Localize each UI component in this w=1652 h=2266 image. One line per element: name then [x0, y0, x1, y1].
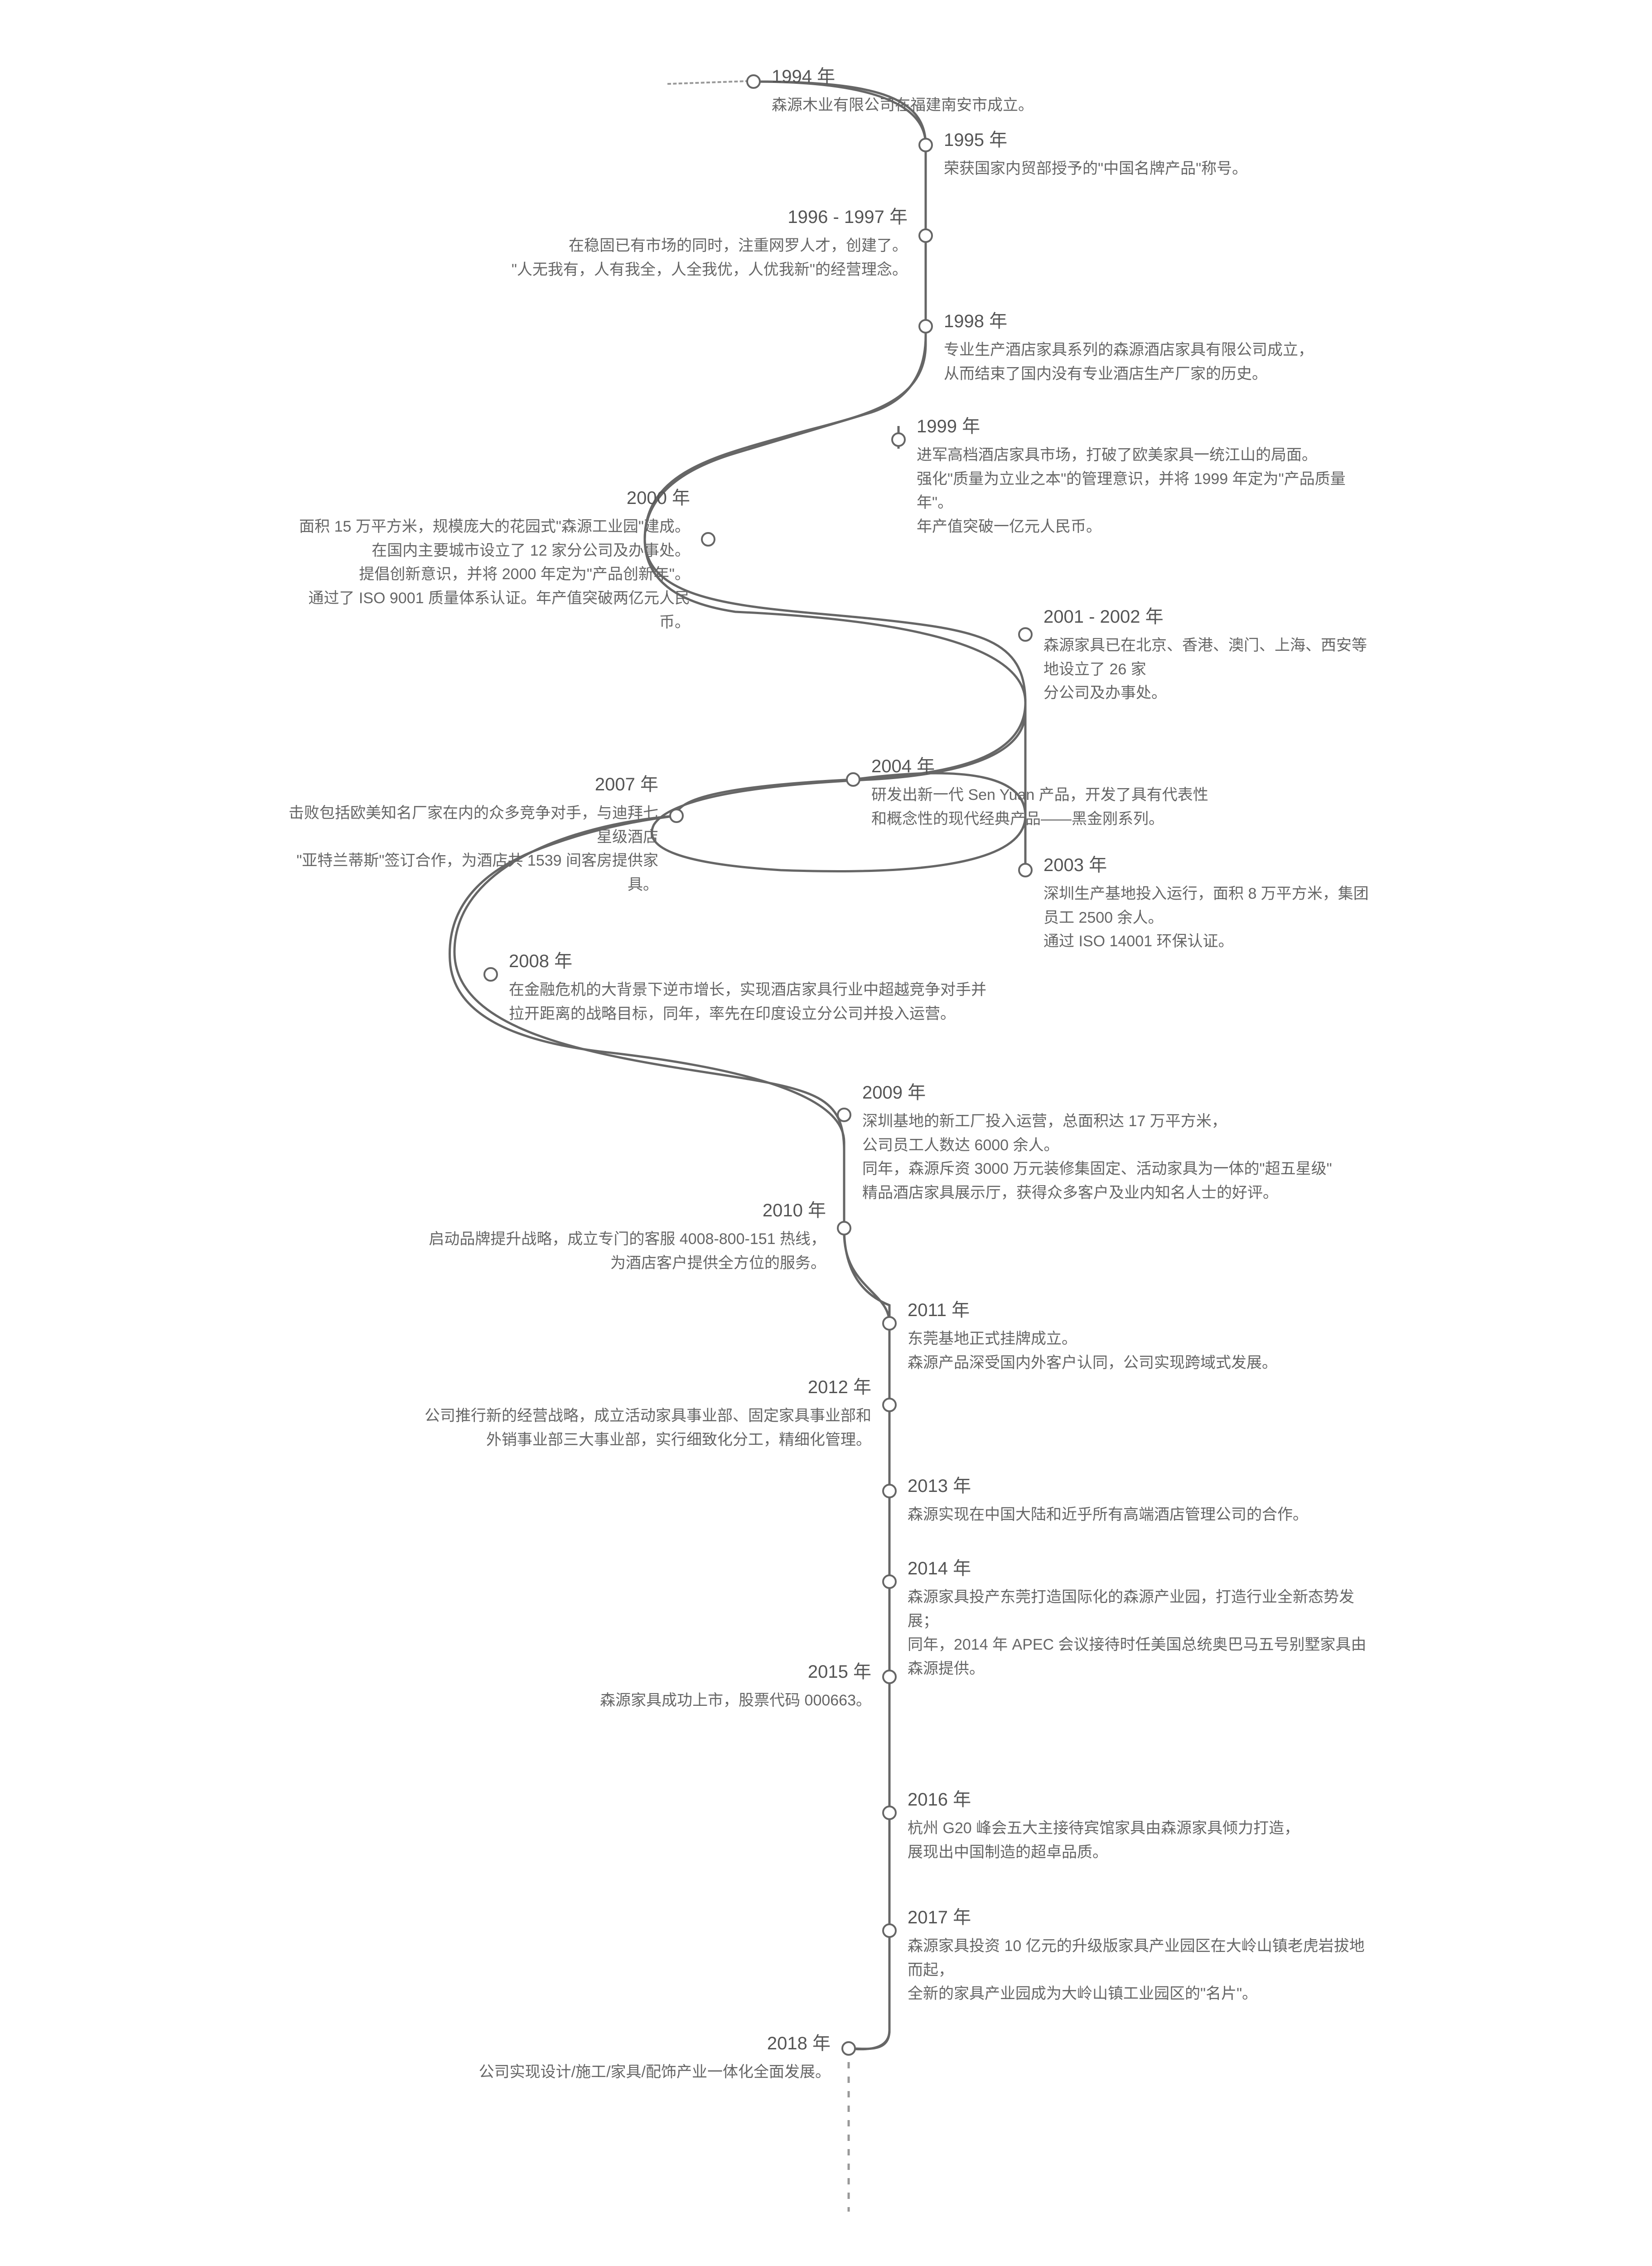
timeline-desc: 在稳固已有市场的同时，注重网罗人才，创建了。 "人无我有，人有我全，人全我优，人…: [512, 237, 908, 278]
timeline-desc: 森源家具投产东莞打造国际化的森源产业园，打造行业全新态势发展； 同年，2014 …: [908, 1588, 1367, 1677]
timeline-entry-1998: 1998 年专业生产酒店家具系列的森源酒店家具有限公司成立， 从而结束了国内没有…: [944, 307, 1314, 386]
timeline-node-2013: [882, 1484, 897, 1498]
timeline-year: 2001 - 2002 年: [1043, 603, 1370, 631]
timeline-entry-1999: 1999 年进军高档酒店家具市场，打破了欧美家具一统江山的局面。 强化"质量为立…: [917, 412, 1370, 539]
timeline-entry-2001: 2001 - 2002 年森源家具已在北京、香港、澳门、上海、西安等地设立了 2…: [1043, 603, 1370, 705]
timeline-desc: 公司推行新的经营战略，成立活动家具事业部、固定家具事业部和 外销事业部三大事业部…: [425, 1407, 871, 1448]
timeline-desc: 杭州 G20 峰会五大主接待宾馆家具由森源家具倾力打造， 展现出中国制造的超卓品…: [908, 1820, 1299, 1861]
timeline-entry-2010: 2010 年启动品牌提升战略，成立专门的客服 4008-800-151 热线， …: [429, 1196, 826, 1275]
timeline-node-1995: [918, 138, 933, 152]
timeline-year: 1999 年: [917, 412, 1370, 441]
timeline-desc: 深圳生产基地投入运行，面积 8 万平方米，集团员工 2500 余人。 通过 IS…: [1043, 885, 1369, 950]
timeline-node-1996: [918, 228, 933, 243]
timeline-entry-2018: 2018 年公司实现设计/施工/家具/配饰产业一体化全面发展。: [479, 2029, 831, 2084]
timeline-node-2016: [882, 1806, 897, 1820]
timeline-entry-1994: 1994 年森源木业有限公司在福建南安市成立。: [772, 63, 1034, 117]
timeline-node-1999: [891, 432, 906, 447]
timeline-node-2004: [846, 772, 860, 787]
timeline-year: 2013 年: [908, 1472, 1308, 1500]
timeline-node-2017: [882, 1923, 897, 1938]
timeline-node-2001: [1018, 627, 1033, 642]
timeline-entry-2008: 2008 年在金融危机的大背景下逆市增长，实现酒店家具行业中超越竞争对手并 拉开…: [509, 947, 986, 1026]
timeline-year: 2003 年: [1043, 851, 1370, 879]
timeline-node-1994: [746, 74, 761, 89]
timeline-year: 1994 年: [772, 63, 1034, 91]
timeline-year: 2007 年: [282, 770, 658, 799]
timeline-entry-2000: 2000 年面积 15 万平方米，规模庞大的花园式"森源工业园"建成。 在国内主…: [282, 484, 690, 634]
timeline-year: 2018 年: [479, 2029, 831, 2058]
timeline-entry-2004: 2004 年研发出新一代 Sen Yuan 产品，开发了具有代表性 和概念性的现…: [871, 752, 1208, 831]
timeline-desc: 进军高档酒店家具市场，打破了欧美家具一统江山的局面。 强化"质量为立业之本"的管…: [917, 446, 1346, 535]
timeline-year: 2010 年: [429, 1196, 826, 1225]
timeline-entry-2007: 2007 年击败包括欧美知名厂家在内的众多竞争对手，与迪拜七星级酒店 "亚特兰蒂…: [282, 770, 658, 897]
timeline-desc: 深圳基地的新工厂投入运营，总面积达 17 万平方米， 公司员工人数达 6000 …: [862, 1113, 1332, 1201]
timeline-entry-1996: 1996 - 1997 年在稳固已有市场的同时，注重网罗人才，创建了。 "人无我…: [512, 203, 908, 281]
timeline-node-2012: [882, 1398, 897, 1412]
timeline-year: 1996 - 1997 年: [512, 203, 908, 231]
timeline-entry-2016: 2016 年杭州 G20 峰会五大主接待宾馆家具由森源家具倾力打造， 展现出中国…: [908, 1786, 1299, 1864]
timeline-year: 2000 年: [282, 484, 690, 512]
timeline-entry-2015: 2015 年森源家具成功上市，股票代码 000663。: [600, 1658, 871, 1713]
timeline-desc: 东莞基地正式挂牌成立。 森源产品深受国内外客户认同，公司实现跨域式发展。: [908, 1330, 1277, 1371]
timeline-node-2000: [701, 532, 715, 547]
timeline-node-2007: [669, 809, 684, 823]
timeline-container: 1994 年森源木业有限公司在福建南安市成立。 1995 年荣获国家内贸部授予的"…: [282, 54, 1370, 2266]
timeline-entry-1995: 1995 年荣获国家内贸部授予的"中国名牌产品"称号。: [944, 126, 1247, 181]
timeline-desc: 在金融危机的大背景下逆市增长，实现酒店家具行业中超越竞争对手并 拉开距离的战略目…: [509, 981, 986, 1022]
timeline-entry-2012: 2012 年公司推行新的经营战略，成立活动家具事业部、固定家具事业部和 外销事业…: [425, 1373, 871, 1452]
timeline-year: 2004 年: [871, 752, 1208, 780]
timeline-year: 1995 年: [944, 126, 1247, 154]
timeline-desc: 启动品牌提升战略，成立专门的客服 4008-800-151 热线， 为酒店客户提…: [429, 1230, 826, 1272]
timeline-entry-2011: 2011 年东莞基地正式挂牌成立。 森源产品深受国内外客户认同，公司实现跨域式发…: [908, 1296, 1277, 1375]
timeline-node-2010: [837, 1221, 851, 1235]
timeline-path: [450, 82, 1026, 2049]
timeline-node-2015: [882, 1670, 897, 1684]
timeline-entry-2013: 2013 年森源实现在中国大陆和近乎所有高端酒店管理公司的合作。: [908, 1472, 1308, 1527]
timeline-entry-2014: 2014 年森源家具投产东莞打造国际化的森源产业园，打造行业全新态势发展； 同年…: [908, 1554, 1370, 1681]
timeline-year: 2012 年: [425, 1373, 871, 1401]
timeline-desc: 面积 15 万平方米，规模庞大的花园式"森源工业园"建成。 在国内主要城市设立了…: [299, 518, 690, 631]
timeline-desc: 研发出新一代 Sen Yuan 产品，开发了具有代表性 和概念性的现代经典产品—…: [871, 786, 1208, 828]
timeline-desc: 森源木业有限公司在福建南安市成立。: [772, 97, 1034, 114]
timeline-year: 2009 年: [862, 1079, 1332, 1107]
timeline-year: 2017 年: [908, 1903, 1370, 1932]
timeline-desc: 森源家具成功上市，股票代码 000663。: [600, 1692, 871, 1709]
timeline-node-2018: [841, 2041, 856, 2056]
timeline-year: 1998 年: [944, 307, 1314, 335]
timeline-node-2003: [1018, 863, 1033, 877]
timeline-entry-2009: 2009 年深圳基地的新工厂投入运营，总面积达 17 万平方米， 公司员工人数达…: [862, 1079, 1332, 1205]
timeline-desc: 荣获国家内贸部授予的"中国名牌产品"称号。: [944, 160, 1247, 177]
timeline-desc: 森源家具投资 10 亿元的升级版家具产业园区在大岭山镇老虎岩拔地而起， 全新的家…: [908, 1937, 1365, 2002]
timeline-year: 2015 年: [600, 1658, 871, 1686]
timeline-desc: 森源家具已在北京、香港、澳门、上海、西安等地设立了 26 家 分公司及办事处。: [1043, 637, 1367, 702]
timeline-desc: 击败包括欧美知名厂家在内的众多竞争对手，与迪拜七星级酒店 "亚特兰蒂斯"签订合作…: [289, 804, 658, 893]
timeline-path-main: [454, 82, 1025, 2049]
timeline-entry-2003: 2003 年深圳生产基地投入运行，面积 8 万平方米，集团员工 2500 余人。…: [1043, 851, 1370, 954]
timeline-node-2014: [882, 1574, 897, 1589]
timeline-year: 2014 年: [908, 1554, 1370, 1583]
timeline-desc: 森源实现在中国大陆和近乎所有高端酒店管理公司的合作。: [908, 1506, 1308, 1523]
timeline-node-2011: [882, 1316, 897, 1331]
timeline-desc: 专业生产酒店家具系列的森源酒店家具有限公司成立， 从而结束了国内没有专业酒店生产…: [944, 341, 1314, 383]
timeline-desc: 公司实现设计/施工/家具/配饰产业一体化全面发展。: [479, 2063, 831, 2081]
timeline-year: 2016 年: [908, 1786, 1299, 1814]
timeline-year: 2008 年: [509, 947, 986, 975]
timeline-node-1998: [918, 319, 933, 334]
timeline-entry-2017: 2017 年森源家具投资 10 亿元的升级版家具产业园区在大岭山镇老虎岩拔地而起…: [908, 1903, 1370, 2006]
timeline-node-2008: [483, 967, 498, 982]
timeline-node-2009: [837, 1108, 851, 1122]
timeline-year: 2011 年: [908, 1296, 1277, 1324]
